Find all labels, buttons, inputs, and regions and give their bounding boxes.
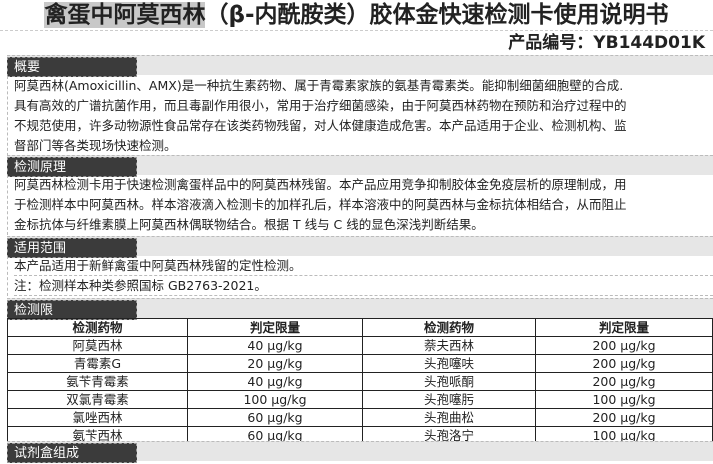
table-row: 青霉素G 20 μg/kg 头孢噻呋 200 μg/kg: [7, 354, 713, 373]
text-line: 具有高效的广谱抗菌作用，而且毒副作用很小，常用于治疗细菌感染，由于阿莫西林药物在…: [14, 98, 627, 113]
section-header-kit: 试剂盒组成: [7, 441, 713, 463]
principle-text: 阿莫西林检测卡用于快速检测禽蛋样品中的阿莫西林残留。本产品应用竞争抑制胶体金免疫…: [7, 175, 713, 235]
table-row: 氯唑西林 60 μg/kg 头孢曲松 200 μg/kg: [7, 408, 713, 427]
section-header-principle: 检测原理: [7, 155, 713, 177]
section-title: 试剂盒组成: [7, 443, 137, 463]
table-cell: 200 μg/kg: [535, 336, 713, 355]
column-header: 判定限量: [187, 318, 363, 337]
table-row: 氨苄青霉素 40 μg/kg 头孢哌酮 200 μg/kg: [7, 372, 713, 391]
section-title: 概要: [7, 57, 137, 77]
table-cell: 头孢曲松: [362, 408, 536, 427]
text-line: 金标抗体与纤维素膜上阿莫西林偶联物结合。根据 T 线与 C 线的显色深浅判断结果…: [14, 217, 484, 232]
table-cell: 200 μg/kg: [535, 354, 713, 373]
column-header: 判定限量: [535, 318, 713, 337]
table-cell: 100 μg/kg: [187, 390, 363, 409]
table-cell: 200 μg/kg: [535, 408, 713, 427]
text-line: 阿莫西林(Amoxicillin、AMX)是一种抗生素药物、属于青霉素家族的氨基…: [14, 78, 624, 93]
table-cell: 60 μg/kg: [187, 408, 363, 427]
text-line: 于检测样本中阿莫西林。样本溶液滴入检测卡的加样孔后，样本溶液中的阿莫西林与金标抗…: [14, 197, 627, 212]
table-cell: 100 μg/kg: [535, 390, 713, 409]
table-cell: 阿莫西林: [7, 336, 188, 355]
product-number: 产品编号：YB144D01K: [508, 33, 705, 53]
column-header: 检测药物: [362, 318, 536, 337]
section-title: 检测原理: [7, 157, 137, 177]
section-title: 检测限: [7, 300, 137, 320]
title-rest: （β-内酰胺类）胶体金快速检测卡使用说明书: [205, 2, 669, 28]
section-header-scope: 适用范围: [7, 236, 713, 258]
scope-text: 本产品适用于新鲜禽蛋中阿莫西林残留的定性检测。 注：检测样本种类参照国标 GB2…: [7, 256, 713, 296]
table-cell: 双氯青霉素: [7, 390, 188, 409]
table-cell: 青霉素G: [7, 354, 188, 373]
table-header-row: 检测药物 判定限量 检测药物 判定限量: [7, 318, 713, 337]
table-cell: 40 μg/kg: [187, 372, 363, 391]
table-cell: 头孢噻肟: [362, 390, 536, 409]
detection-limit-table: 检测药物 判定限量 检测药物 判定限量 阿莫西林 40 μg/kg 萘夫西林 200 …: [7, 318, 713, 445]
table-cell: 萘夫西林: [362, 336, 536, 355]
text-line: 督部门等各类现场快速检测。: [14, 138, 177, 153]
text-line: 本产品适用于新鲜禽蛋中阿莫西林残留的定性检测。: [14, 256, 713, 276]
table-cell: 40 μg/kg: [187, 336, 363, 355]
table-cell: 氯唑西林: [7, 408, 188, 427]
column-header: 检测药物: [7, 318, 188, 337]
document-title: 禽蛋中阿莫西林（β-内酰胺类）胶体金快速检测卡使用说明书: [0, 0, 713, 31]
section-title: 适用范围: [7, 238, 137, 258]
table-cell: 200 μg/kg: [535, 372, 713, 391]
title-highlight: 禽蛋中阿莫西林: [44, 2, 206, 28]
overview-text: 阿莫西林(Amoxicillin、AMX)是一种抗生素药物、属于青霉素家族的氨基…: [7, 76, 713, 156]
table-row: 双氯青霉素 100 μg/kg 头孢噻肟 100 μg/kg: [7, 390, 713, 409]
section-header-overview: 概要: [7, 55, 713, 77]
table-row: 阿莫西林 40 μg/kg 萘夫西林 200 μg/kg: [7, 336, 713, 355]
text-line: 阿莫西林检测卡用于快速检测禽蛋样品中的阿莫西林残留。本产品应用竞争抑制胶体金免疫…: [14, 177, 627, 192]
text-line: 不规范使用，许多动物源性食品常存在该类药物残留，对人体健康造成危害。本产品适用于…: [14, 118, 627, 133]
text-line: 注：检测样本种类参照国标 GB2763-2021。: [14, 276, 713, 296]
table-cell: 20 μg/kg: [187, 354, 363, 373]
table-cell: 氨苄青霉素: [7, 372, 188, 391]
table-cell: 头孢哌酮: [362, 372, 536, 391]
table-cell: 头孢噻呋: [362, 354, 536, 373]
section-header-limits: 检测限: [7, 298, 713, 320]
